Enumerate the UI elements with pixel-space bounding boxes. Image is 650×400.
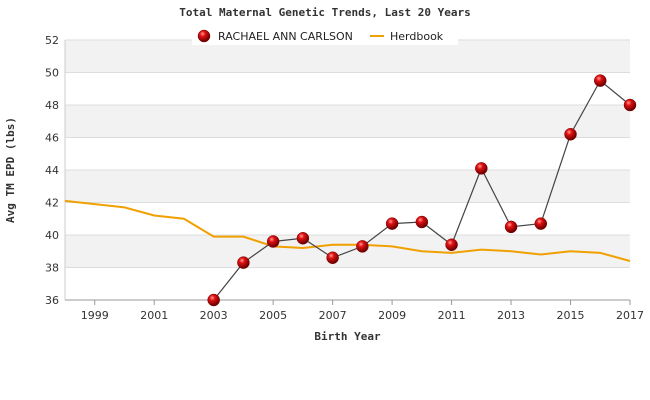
y-tick-label: 36 [45,294,59,307]
legend-label: Herdbook [390,30,444,43]
data-point [504,220,518,234]
y-tick-label: 40 [45,229,59,242]
data-point [623,98,637,112]
x-tick-label: 2007 [319,309,347,322]
y-tick-label: 48 [45,99,59,112]
y-tick-label: 42 [45,197,59,210]
legend-box [192,26,458,45]
y-tick-label: 44 [45,164,59,177]
y-tick-label: 38 [45,262,59,275]
x-tick-label: 2011 [438,309,466,322]
y-axis-label: Avg TM EPD (lbs) [4,117,17,223]
y-axis-ticks: 36 38 40 42 44 46 48 50 52 [45,34,59,307]
x-tick-label: 2005 [259,309,287,322]
y-tick-label: 46 [45,132,59,145]
data-point [445,238,458,251]
x-tick-label: 2013 [497,309,525,322]
data-point [534,217,548,230]
x-tick-label: 2001 [140,309,168,322]
data-point [594,74,607,87]
plot-band [65,235,630,268]
plot-band [65,40,630,73]
data-point [385,217,399,230]
plot-band [65,72,630,105]
data-point [326,251,339,264]
plot-bands [65,40,630,300]
series-layer [64,74,637,307]
legend-label: RACHAEL ANN CARLSON [218,30,353,43]
herdbook-line [64,199,631,262]
data-point [296,232,310,245]
data-point [475,162,488,175]
plot-band [65,170,630,203]
data-point [564,128,577,141]
plot-band [65,202,630,235]
legend[interactable]: RACHAEL ANN CARLSON Herdbook [192,26,458,45]
data-point [356,240,369,253]
x-axis-ticks: 1999 2001 2003 2005 2007 2009 2011 2013 2015 2017 [81,300,644,322]
x-tick-label: 2009 [378,309,406,322]
data-point [207,293,220,307]
plot-band [65,267,630,300]
chart-title: Total Maternal Genetic Trends, Last 20 Y… [179,6,471,19]
plot-band [65,137,630,170]
x-axis-label: Birth Year [314,330,381,343]
x-tick-label: 1999 [81,309,109,322]
plot-band [65,105,630,138]
y-tick-label: 52 [45,34,59,47]
x-tick-label: 2017 [616,309,644,322]
x-tick-label: 2003 [200,309,228,322]
data-point [237,256,250,269]
data-point [266,235,280,248]
y-tick-label: 50 [45,67,59,80]
x-tick-label: 2015 [557,309,585,322]
rachael-ann-carlson-legend-marker [197,29,211,43]
data-point [415,215,429,229]
axes [64,40,630,301]
